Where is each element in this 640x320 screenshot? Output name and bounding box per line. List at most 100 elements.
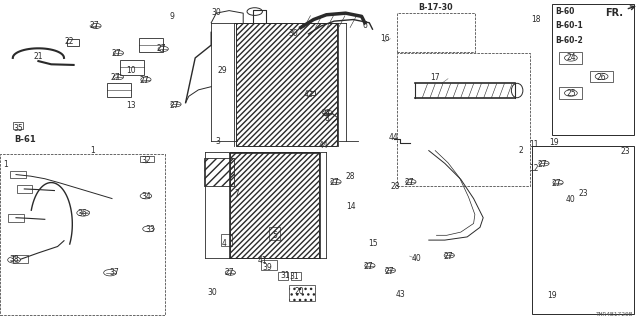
Text: 27: 27 — [552, 179, 562, 188]
Text: 15: 15 — [368, 239, 378, 248]
Bar — [289, 285, 315, 301]
Text: 1: 1 — [90, 146, 95, 155]
Text: 30: 30 — [207, 288, 218, 297]
Bar — [13, 255, 28, 263]
Bar — [278, 272, 288, 280]
Text: 37: 37 — [109, 268, 119, 277]
Bar — [559, 52, 582, 64]
Text: 8: 8 — [324, 114, 329, 123]
Text: B-60-1: B-60-1 — [555, 21, 582, 30]
Text: 35: 35 — [13, 124, 23, 133]
Text: 27: 27 — [90, 21, 100, 30]
Bar — [236, 23, 337, 146]
Bar — [552, 4, 634, 135]
Text: 23: 23 — [579, 189, 589, 198]
Text: 31: 31 — [280, 271, 290, 280]
Text: 27: 27 — [224, 268, 234, 276]
Bar — [8, 214, 24, 221]
Text: 16: 16 — [380, 34, 390, 43]
Text: 41: 41 — [257, 256, 268, 265]
Text: 12: 12 — [530, 164, 539, 173]
Bar — [532, 146, 634, 314]
Text: 1: 1 — [3, 160, 8, 169]
Text: 27: 27 — [443, 252, 453, 260]
Bar — [139, 38, 163, 52]
Bar — [590, 71, 613, 82]
Text: B-60: B-60 — [555, 7, 574, 16]
Text: THR4B1720B: THR4B1720B — [596, 312, 634, 317]
Text: 17: 17 — [430, 73, 440, 82]
Text: 2: 2 — [518, 146, 524, 155]
Text: 42: 42 — [303, 90, 314, 99]
Text: 14: 14 — [346, 202, 356, 211]
Bar — [221, 234, 232, 246]
Text: 44: 44 — [318, 141, 328, 150]
Text: 36: 36 — [77, 209, 87, 218]
Text: 27: 27 — [321, 109, 332, 118]
Text: 24: 24 — [566, 53, 577, 62]
Bar — [397, 13, 475, 52]
Text: 27: 27 — [364, 262, 374, 271]
Text: 30: 30 — [211, 8, 221, 17]
Bar — [107, 83, 131, 97]
Text: B-17-30: B-17-30 — [419, 3, 453, 12]
Text: 32: 32 — [141, 156, 151, 165]
Text: 40: 40 — [411, 254, 421, 263]
Text: 4: 4 — [221, 239, 227, 248]
Text: B-61: B-61 — [15, 135, 36, 144]
Bar — [261, 260, 277, 270]
Bar — [0, 154, 165, 315]
Text: 27: 27 — [156, 44, 166, 53]
Text: 40: 40 — [566, 195, 576, 204]
Text: 5: 5 — [273, 231, 278, 240]
Bar — [230, 152, 319, 258]
Text: 44: 44 — [388, 133, 399, 142]
Text: 39: 39 — [262, 263, 273, 272]
Text: 19: 19 — [548, 138, 559, 147]
Text: 9: 9 — [169, 12, 174, 21]
Bar — [67, 39, 79, 46]
Text: 18: 18 — [532, 15, 541, 24]
Bar — [140, 156, 154, 162]
Text: 23: 23 — [621, 148, 630, 156]
Text: 27: 27 — [330, 178, 340, 187]
Text: 20: 20 — [294, 287, 305, 296]
Text: 34: 34 — [141, 192, 151, 202]
Text: 31: 31 — [289, 272, 300, 281]
Bar — [397, 53, 530, 186]
Text: 26: 26 — [596, 73, 607, 82]
Bar — [120, 60, 144, 75]
Bar — [269, 227, 280, 240]
Text: 38: 38 — [9, 255, 19, 264]
Text: 27: 27 — [110, 73, 120, 82]
Text: 27: 27 — [384, 267, 394, 276]
Bar — [10, 171, 26, 179]
Text: 27: 27 — [111, 49, 122, 58]
Text: 22: 22 — [65, 37, 74, 46]
Text: 27: 27 — [139, 76, 149, 85]
Text: 27: 27 — [538, 160, 548, 169]
Text: 25: 25 — [566, 89, 577, 98]
Text: 3: 3 — [215, 137, 220, 146]
Text: 43: 43 — [395, 290, 405, 299]
Text: 28: 28 — [346, 172, 355, 181]
Text: 7: 7 — [234, 189, 239, 198]
Text: B-60-2: B-60-2 — [555, 36, 582, 44]
Bar — [559, 87, 582, 99]
Text: 28: 28 — [391, 182, 400, 191]
Ellipse shape — [511, 83, 523, 98]
Bar — [204, 158, 234, 186]
Text: 6: 6 — [362, 21, 367, 30]
Text: 29: 29 — [218, 66, 228, 75]
Bar — [291, 272, 301, 280]
Text: 33: 33 — [145, 225, 156, 234]
Text: 27: 27 — [404, 178, 415, 187]
Text: 21: 21 — [34, 52, 43, 61]
Text: 30: 30 — [288, 29, 298, 38]
Bar — [17, 185, 32, 193]
Text: 13: 13 — [126, 101, 136, 110]
Text: FR.: FR. — [605, 6, 635, 18]
Text: 11: 11 — [530, 140, 539, 149]
Text: 27: 27 — [169, 101, 179, 110]
Text: 19: 19 — [547, 291, 557, 300]
